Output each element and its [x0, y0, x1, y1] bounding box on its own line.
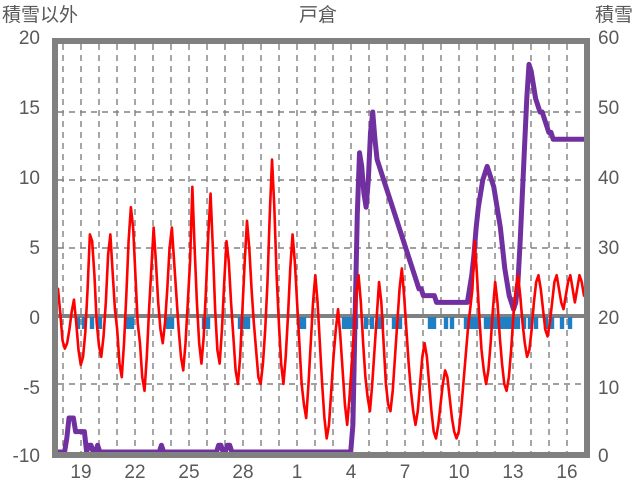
precipitation-bar — [467, 317, 473, 329]
xtick-25: 25 — [178, 462, 200, 483]
precipitation-bar — [341, 317, 347, 329]
xtick-10: 10 — [448, 462, 470, 483]
snow-depth-line — [58, 61, 584, 452]
ytick-left-15: 15 — [18, 98, 40, 119]
precipitation-bar — [449, 317, 455, 329]
ytick-left-m10: -10 — [12, 446, 40, 467]
precipitation-bar — [345, 317, 351, 329]
precipitation-bar — [363, 317, 369, 329]
ytick-right-30: 30 — [598, 238, 620, 259]
precipitation-bar — [527, 317, 533, 329]
precipitation-bar — [75, 317, 81, 329]
precipitation-bar — [81, 317, 87, 329]
precipitation-bar — [369, 317, 375, 329]
plot-svg — [58, 44, 584, 452]
precipitation-bar — [427, 317, 433, 329]
ytick-left-5: 5 — [29, 238, 40, 259]
precipitation-bar — [443, 317, 449, 329]
precipitation-bar — [237, 317, 243, 329]
precipitation-bar — [487, 317, 493, 329]
precipitation-bar — [533, 317, 539, 329]
ytick-right-50: 50 — [598, 98, 620, 119]
ytick-left-m5: -5 — [23, 378, 40, 399]
xtick-7: 7 — [399, 462, 411, 483]
gridlines — [58, 44, 584, 452]
ytick-left-20: 20 — [18, 28, 40, 49]
precipitation-bar — [125, 317, 131, 329]
precipitation-bar — [375, 317, 381, 329]
ytick-left-10: 10 — [18, 168, 40, 189]
ytick-right-20: 20 — [598, 308, 620, 329]
precipitation-bar — [169, 317, 175, 329]
precipitation-bar — [89, 317, 95, 329]
ytick-right-40: 40 — [598, 168, 620, 189]
xtick-28: 28 — [232, 462, 254, 483]
xtick-19: 19 — [70, 462, 92, 483]
ytick-left-0: 0 — [29, 308, 40, 329]
precipitation-bar — [543, 317, 549, 329]
precipitation-bar — [297, 317, 303, 329]
precipitation-bar — [483, 317, 489, 329]
precipitation-bar — [301, 317, 307, 329]
precipitation-bar — [349, 317, 355, 329]
ytick-right-0: 0 — [598, 446, 609, 467]
plot-area — [58, 44, 584, 452]
precipitation-bar — [559, 317, 565, 329]
precipitation-bar — [205, 317, 211, 329]
precipitation-bar — [521, 317, 527, 329]
precipitation-bar — [391, 317, 397, 329]
precipitation-bars — [75, 317, 573, 329]
precipitation-bar — [129, 317, 135, 329]
page-title: 戸倉 — [298, 5, 337, 26]
xtick-22: 22 — [124, 462, 146, 483]
precipitation-bar — [549, 317, 555, 329]
precipitation-bar — [241, 317, 247, 329]
precipitation-bar — [491, 317, 497, 329]
precipitation-bar — [97, 317, 103, 329]
precipitation-bar — [431, 317, 437, 329]
precipitation-bar — [515, 317, 521, 329]
precipitation-bar — [165, 317, 171, 329]
xtick-16: 16 — [556, 462, 578, 483]
precipitation-bar — [245, 317, 251, 329]
right-axis-title: 積雪 — [594, 5, 633, 26]
precipitation-bar — [503, 317, 509, 329]
ytick-right-10: 10 — [598, 378, 620, 399]
precipitation-bar — [463, 317, 469, 329]
ytick-right-60: 60 — [598, 28, 620, 49]
precipitation-bar — [567, 317, 573, 329]
precipitation-bar — [507, 317, 513, 329]
temperature-line — [58, 158, 584, 440]
xtick-4: 4 — [345, 462, 357, 483]
xtick-1: 1 — [291, 462, 303, 483]
precipitation-bar — [397, 317, 403, 329]
precipitation-bar — [471, 317, 477, 329]
xtick-13: 13 — [502, 462, 524, 483]
precipitation-bar — [499, 317, 505, 329]
precipitation-bar — [475, 317, 481, 329]
left-axis-title: 積雪以外 — [2, 5, 79, 26]
